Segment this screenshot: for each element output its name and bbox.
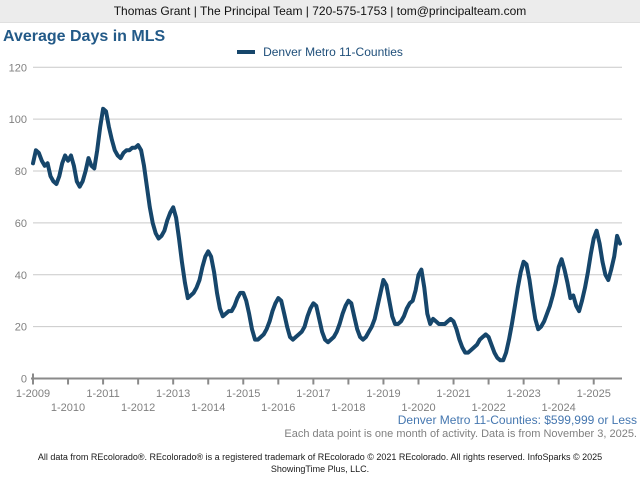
y-axis-label-100: 100	[9, 114, 27, 126]
copyright-footer-line2: ShowingTime Plus, LLC.	[270, 464, 370, 474]
y-axis-label-0: 0	[21, 374, 27, 386]
series-color-swatch	[237, 50, 256, 54]
x-axis-label-1-2017: 1-2017	[296, 388, 330, 400]
header-bar: Thomas Grant | The Principal Team | 720-…	[0, 0, 640, 23]
x-axis-label-1-2021: 1-2021	[436, 388, 470, 400]
x-axis-label-1-2016: 1-2016	[261, 402, 295, 414]
x-axis-label-1-2015: 1-2015	[226, 388, 260, 400]
x-axis-label-1-2009: 1-2009	[16, 388, 50, 400]
x-axis-label-1-2010: 1-2010	[51, 402, 85, 414]
copyright-footer: All data from REcolorado®. REcolorado® i…	[20, 451, 620, 475]
page-title: Average Days in MLS	[3, 28, 166, 45]
x-axis-label-1-2018: 1-2018	[331, 402, 365, 414]
copyright-footer-line1: All data from REcolorado®. REcolorado® i…	[37, 452, 603, 462]
series-line-denver-metro	[31, 106, 622, 363]
x-axis-label-1-2022: 1-2022	[471, 402, 505, 414]
x-axis-label-1-2012: 1-2012	[121, 402, 155, 414]
y-axis-label-80: 80	[15, 166, 27, 178]
x-axis-label-1-2024: 1-2024	[542, 402, 576, 414]
x-axis-label-1-2014: 1-2014	[191, 402, 225, 414]
x-axis-label-1-2020: 1-2020	[401, 402, 435, 414]
x-axis-label-1-2025: 1-2025	[577, 388, 611, 400]
legend-series-label: Denver Metro 11-Counties	[263, 45, 403, 59]
x-axis-label-1-2013: 1-2013	[156, 388, 190, 400]
y-axis-label-120: 120	[9, 62, 27, 74]
y-axis-label-20: 20	[15, 322, 27, 334]
data-note: Each data point is one month of activity…	[284, 428, 637, 440]
y-axis-label-40: 40	[15, 270, 27, 282]
y-axis-label-60: 60	[15, 218, 27, 230]
chart-legend: Denver Metro 11-Counties	[0, 45, 640, 59]
x-axis-label-1-2019: 1-2019	[366, 388, 400, 400]
x-axis-label-1-2023: 1-2023	[506, 388, 540, 400]
contact-line: Thomas Grant | The Principal Team | 720-…	[113, 4, 527, 18]
x-axis-label-1-2011: 1-2011	[86, 388, 119, 400]
series-filter-caption: Denver Metro 11-Counties: $599,999 or Le…	[397, 413, 637, 427]
